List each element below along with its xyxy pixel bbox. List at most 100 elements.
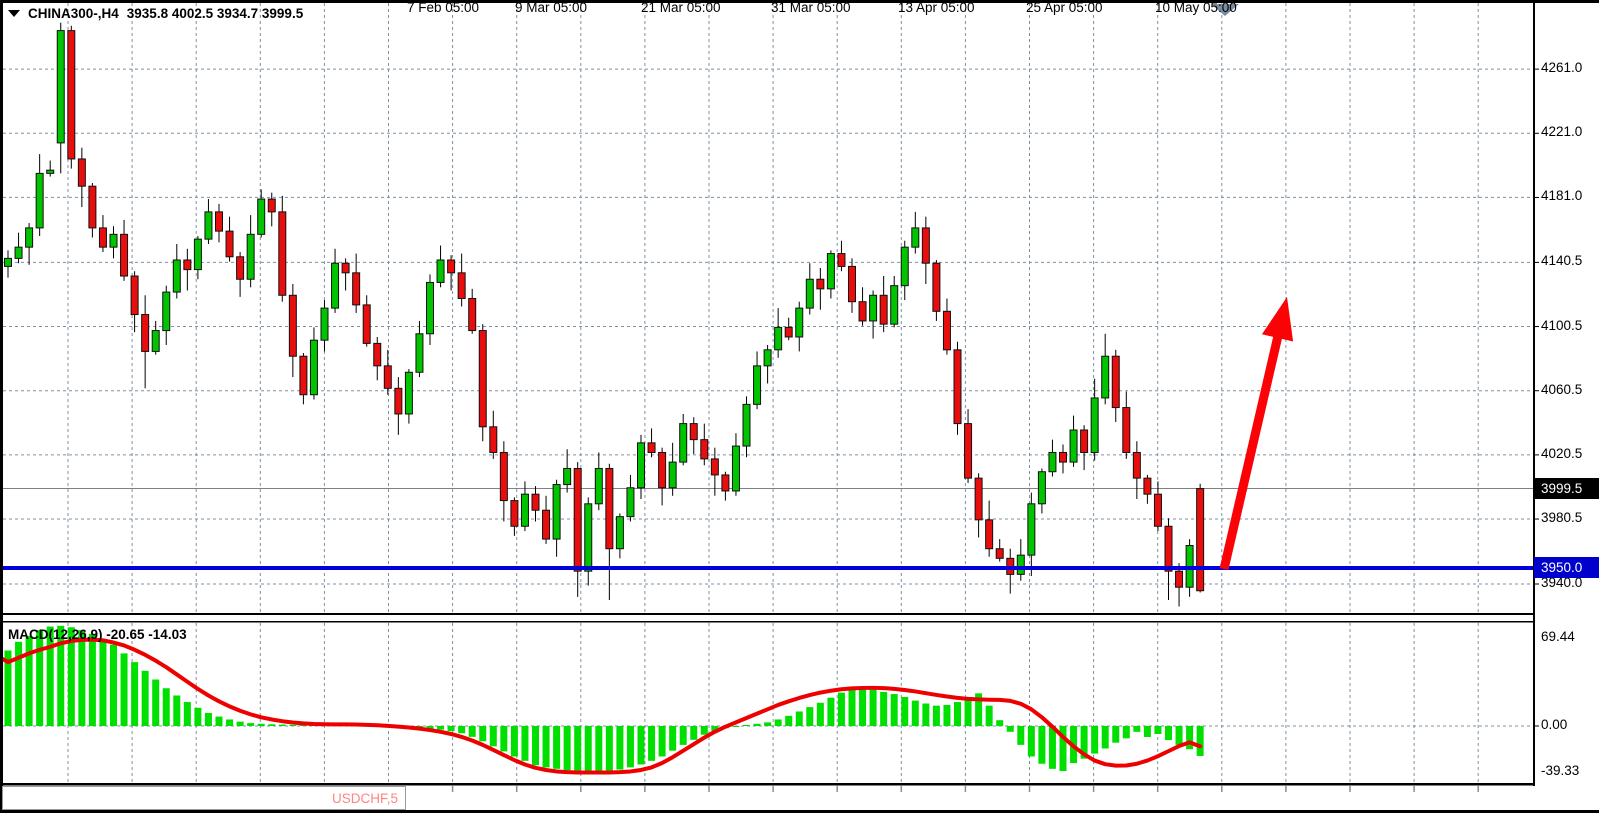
candle xyxy=(795,307,804,338)
trend-arrow-head[interactable] xyxy=(1261,297,1294,342)
time-axis-label: 7 Feb 05:00 xyxy=(407,0,480,15)
candle xyxy=(352,272,361,306)
candle xyxy=(14,246,23,259)
macd-histogram-bar xyxy=(521,726,529,761)
trend-arrow-shaft[interactable] xyxy=(1219,331,1284,571)
candle xyxy=(1122,407,1131,453)
macd-histogram-bar xyxy=(943,704,951,726)
candle xyxy=(204,211,213,240)
candle xyxy=(615,516,624,550)
candle xyxy=(109,233,118,248)
candle xyxy=(225,230,234,258)
macd-histogram-bar xyxy=(278,724,286,726)
candle xyxy=(46,169,55,174)
candle xyxy=(552,484,561,540)
candle xyxy=(668,461,677,489)
price-axis-label: 4020.5 xyxy=(1541,445,1583,461)
price-axis-label: 4100.5 xyxy=(1541,317,1583,333)
candle xyxy=(563,468,572,486)
macd-histogram-bar xyxy=(996,720,1004,726)
macd-histogram-bar xyxy=(1080,726,1088,759)
macd-histogram-bar xyxy=(542,726,550,768)
candle xyxy=(341,262,350,274)
candle xyxy=(974,477,983,521)
candle xyxy=(826,253,835,290)
macd-histogram-bar xyxy=(1165,726,1172,741)
macd-histogram-bar xyxy=(1154,726,1162,734)
macd-histogram-bar xyxy=(204,712,212,726)
candle xyxy=(594,468,603,505)
price-axis-label: 3980.5 xyxy=(1541,510,1583,526)
macd-histogram-bar xyxy=(922,703,930,726)
macd-histogram-bar xyxy=(1143,726,1151,738)
candle xyxy=(1048,451,1057,473)
macd-histogram-bar xyxy=(468,726,476,737)
macd-indicator-label: MACD(12,26,9) -20.65 -14.03 xyxy=(8,627,187,642)
candle xyxy=(278,211,287,296)
macd-panel-bottom-border xyxy=(3,783,1533,786)
candle xyxy=(869,294,878,322)
candle xyxy=(130,275,139,316)
candle xyxy=(98,227,107,248)
time-axis-label: 31 Mar 05:00 xyxy=(771,0,851,15)
candle xyxy=(77,158,86,187)
macd-histogram-bar xyxy=(837,692,845,726)
macd-histogram-bar xyxy=(57,625,65,726)
candle xyxy=(236,256,245,280)
macd-histogram-bar xyxy=(954,702,961,726)
candle xyxy=(426,281,434,335)
candle xyxy=(1196,488,1205,592)
candle xyxy=(721,474,730,492)
candle xyxy=(964,423,973,479)
candle xyxy=(890,285,899,325)
candle xyxy=(331,262,340,309)
macd-histogram-bar xyxy=(584,726,592,772)
candle xyxy=(848,265,856,303)
macd-histogram-bar xyxy=(236,721,244,726)
macd-histogram-bar xyxy=(4,650,12,726)
macd-axis-label: -39.33 xyxy=(1541,763,1580,778)
candle xyxy=(299,355,308,396)
macd-histogram-bar xyxy=(1006,726,1014,732)
candle xyxy=(1143,477,1152,495)
symbol-dropdown-icon[interactable] xyxy=(8,10,20,17)
macd-histogram-bar xyxy=(131,662,139,726)
macd-histogram-bar xyxy=(447,726,455,732)
chart-title-bar: CHINA300-,H4 3935.8 4002.5 3934.7 3999.5 xyxy=(8,6,303,21)
macd-histogram-bar xyxy=(753,723,761,726)
macd-histogram-bar xyxy=(553,726,561,769)
chart-shift-marker[interactable] xyxy=(1211,4,1239,16)
candle xyxy=(584,503,593,572)
macd-histogram-bar xyxy=(194,707,202,726)
candle xyxy=(932,262,941,312)
candle xyxy=(25,227,34,248)
candle xyxy=(457,272,466,299)
candle xyxy=(1090,397,1099,453)
macd-histogram-bar xyxy=(932,705,940,726)
time-axis-label: 9 Mar 05:00 xyxy=(515,0,588,15)
macd-histogram-bar xyxy=(669,726,677,751)
macd-histogram-bar xyxy=(848,686,856,726)
candle xyxy=(1080,429,1089,453)
macd-histogram-bar xyxy=(46,626,54,726)
candle xyxy=(404,371,413,415)
macd-histogram-bar xyxy=(764,722,772,726)
candle xyxy=(447,259,456,274)
candle xyxy=(478,330,487,428)
price-axis-label: 4221.0 xyxy=(1541,124,1583,140)
candle xyxy=(499,451,508,502)
macd-axis-label: 0.00 xyxy=(1541,717,1568,732)
candle xyxy=(1153,493,1162,527)
candle xyxy=(141,314,150,352)
macd-histogram-bar xyxy=(510,726,518,757)
macd-histogram-bar xyxy=(268,724,276,726)
macd-histogram-bar xyxy=(563,726,571,771)
macd-histogram-bar xyxy=(88,633,96,726)
candle xyxy=(805,278,814,309)
candle xyxy=(689,423,698,441)
macd-histogram-bar xyxy=(247,723,255,726)
candle xyxy=(647,442,656,453)
symbol-drag-label: USDCHF,5 xyxy=(331,790,398,806)
